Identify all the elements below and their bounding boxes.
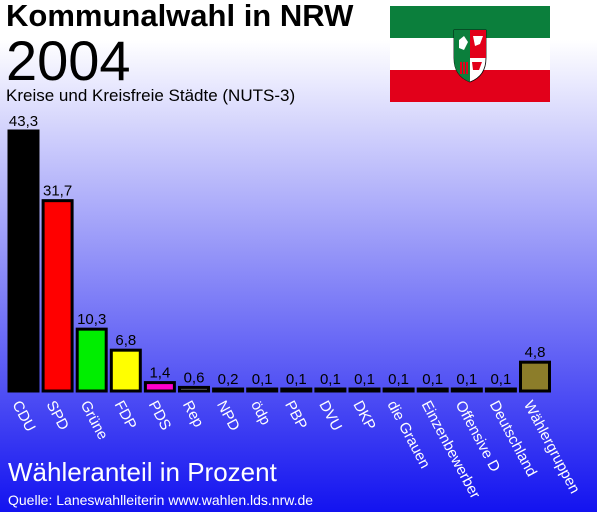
bar-npd: [212, 387, 245, 393]
page-title: Kommunalwahl in NRW: [6, 0, 354, 33]
bar-cdu: [7, 129, 40, 393]
coat-of-arms-icon: [453, 29, 487, 83]
bar-spd: [41, 199, 74, 393]
bar-pds: [143, 381, 176, 393]
election-year: 2004: [6, 29, 131, 92]
category-label: DKP: [349, 398, 378, 433]
value-label: 43,3: [9, 113, 38, 130]
value-label: 31,7: [43, 183, 72, 200]
bar-grüne: [75, 327, 108, 393]
value-label: 0,6: [184, 369, 205, 386]
bar-offensive-d: [450, 387, 483, 393]
value-label: 0,2: [218, 371, 239, 388]
value-label: 0,1: [422, 371, 443, 388]
bar-einzenbewerber: [416, 387, 449, 393]
page-subtitle: Kreise und Kreisfreie Städte (NUTS-3): [6, 86, 296, 105]
category-label: Rep: [179, 398, 207, 430]
bar-dvu: [314, 387, 347, 393]
bar-fdp: [109, 348, 142, 393]
bar-wählergruppen: [519, 360, 551, 393]
bar-ödp: [246, 387, 279, 393]
category-label: FDP: [111, 398, 140, 432]
bar-dkp: [348, 387, 381, 393]
bar-pbp: [280, 387, 313, 393]
source-note: Quelle: Laneswahlleiterin www.wahlen.lds…: [8, 492, 314, 508]
value-label: 6,8: [115, 332, 136, 349]
value-label: 0,1: [388, 371, 409, 388]
value-label: 0,1: [252, 371, 273, 388]
value-label: 10,3: [77, 311, 106, 328]
value-label: 1,4: [149, 365, 170, 382]
value-label: 4,8: [525, 344, 546, 361]
chart-title: Wähleranteil in Prozent: [8, 457, 277, 487]
category-label: ödp: [247, 398, 274, 428]
category-label: Wählergruppen: [520, 398, 583, 497]
value-label: 0,1: [286, 371, 307, 388]
bar-rep: [178, 385, 210, 393]
value-label: 0,1: [320, 371, 341, 388]
value-label: 0,1: [490, 371, 511, 388]
value-label: 0,1: [354, 371, 375, 388]
value-label: 0,1: [456, 371, 477, 388]
category-label: PBP: [281, 398, 310, 432]
category-label: DVU: [315, 398, 345, 434]
category-label: NPD: [213, 398, 243, 434]
category-label: PDS: [145, 398, 174, 433]
category-label: SPD: [43, 398, 73, 433]
bar-die-grauen: [382, 387, 415, 393]
nrw-flag-icon: [390, 6, 550, 102]
bar-deutschland: [484, 387, 517, 393]
category-label: CDU: [8, 398, 38, 435]
category-label: Grüne: [77, 398, 112, 443]
